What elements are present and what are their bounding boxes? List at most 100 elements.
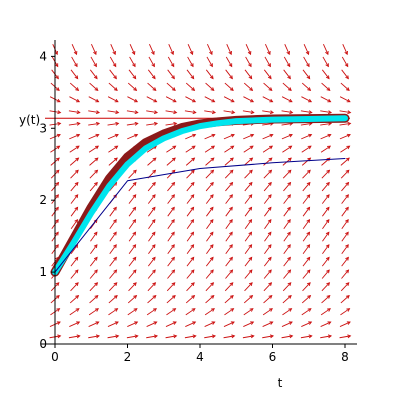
direction-arrow [147, 69, 156, 80]
direction-arrow [262, 145, 274, 153]
direction-arrow [283, 231, 291, 242]
direction-arrow [262, 110, 275, 115]
direction-arrow [300, 334, 313, 339]
direction-arrow [186, 269, 195, 279]
direction-arrow [184, 110, 197, 115]
direction-arrow [128, 206, 137, 217]
direction-arrow [223, 321, 235, 327]
direction-arrow [89, 282, 99, 292]
direction-arrow [321, 181, 330, 192]
direction-arrow [146, 321, 158, 327]
direction-arrow [205, 169, 215, 179]
direction-arrow [107, 110, 120, 115]
direction-arrow [302, 206, 311, 217]
direction-arrow [148, 219, 156, 229]
direction-arrow [166, 295, 176, 304]
direction-arrow [148, 244, 156, 254]
direction-arrow [185, 82, 196, 91]
direction-arrow [204, 96, 216, 103]
direction-arrow [264, 56, 271, 68]
direction-arrow [186, 194, 195, 204]
direction-arrow [282, 145, 293, 153]
direction-arrow [283, 206, 291, 217]
direction-arrow [244, 282, 253, 292]
direction-arrow [127, 295, 138, 304]
direction-arrow [107, 334, 120, 339]
direction-arrow [89, 256, 98, 267]
direction-arrow [107, 96, 119, 103]
direction-arrow [128, 256, 137, 267]
direction-arrow [281, 321, 293, 327]
direction-arrow [147, 256, 156, 267]
direction-arrow [89, 69, 98, 80]
direction-arrow [321, 269, 330, 279]
direction-arrow [204, 133, 216, 140]
direction-arrow [302, 269, 311, 279]
direction-arrow [127, 321, 139, 327]
direction-arrow [242, 110, 255, 115]
direction-arrow [90, 244, 98, 254]
direction-arrow [341, 219, 349, 229]
direction-arrow [341, 206, 349, 217]
direction-arrow [91, 43, 97, 56]
direction-arrow [263, 256, 272, 267]
direction-arrow [186, 69, 195, 80]
direction-arrow [108, 82, 118, 91]
direction-arrow [339, 110, 352, 115]
direction-arrow [302, 219, 311, 229]
direction-arrow [69, 82, 80, 91]
direction-arrow [128, 269, 137, 279]
direction-arrow [321, 295, 331, 304]
direction-arrow [320, 110, 333, 115]
direction-arrow [70, 219, 79, 229]
y-tick-label: 2 [39, 193, 47, 207]
direction-arrow [206, 206, 214, 217]
direction-arrow [244, 231, 253, 242]
direction-arrow [146, 110, 159, 115]
direction-arrow [88, 321, 100, 327]
direction-arrow [166, 169, 176, 179]
direction-arrow [186, 169, 195, 179]
direction-arrow [243, 295, 254, 304]
direction-arrow [262, 96, 274, 103]
direction-arrow [90, 231, 98, 242]
direction-arrow [301, 308, 312, 316]
direction-arrow [264, 244, 272, 254]
direction-arrow [186, 219, 195, 229]
direction-arrow [168, 43, 174, 56]
direction-arrow [263, 181, 272, 192]
direction-arrow [302, 244, 311, 254]
direction-arrow [301, 321, 313, 327]
direction-arrow [185, 321, 197, 327]
direction-arrow [88, 133, 100, 140]
direction-arrow [69, 321, 81, 327]
direction-arrow [129, 56, 136, 68]
direction-arrow [340, 295, 350, 304]
direction-arrow [244, 244, 253, 254]
direction-arrow [165, 334, 178, 339]
direction-arrow [128, 169, 137, 179]
direction-arrow [262, 321, 274, 327]
direction-arrow [89, 82, 99, 91]
direction-arrow [225, 181, 234, 192]
direction-arrow [186, 181, 195, 192]
direction-arrow [281, 133, 293, 140]
direction-arrow [108, 157, 118, 166]
direction-arrow [263, 157, 273, 166]
direction-arrow [186, 231, 195, 242]
direction-arrow [167, 219, 175, 229]
direction-arrow [300, 110, 313, 115]
direction-arrow [89, 169, 99, 179]
direction-arrow [167, 269, 176, 279]
direction-arrow [108, 145, 119, 153]
direction-field [49, 43, 352, 339]
direction-arrow [147, 194, 156, 204]
direction-arrow [128, 231, 137, 242]
direction-arrow [340, 169, 350, 179]
direction-arrow [264, 206, 272, 217]
direction-arrow [322, 244, 330, 254]
direction-arrow [167, 194, 175, 204]
direction-arrow [167, 181, 176, 192]
direction-arrow [320, 334, 333, 339]
direction-arrow [340, 308, 351, 316]
